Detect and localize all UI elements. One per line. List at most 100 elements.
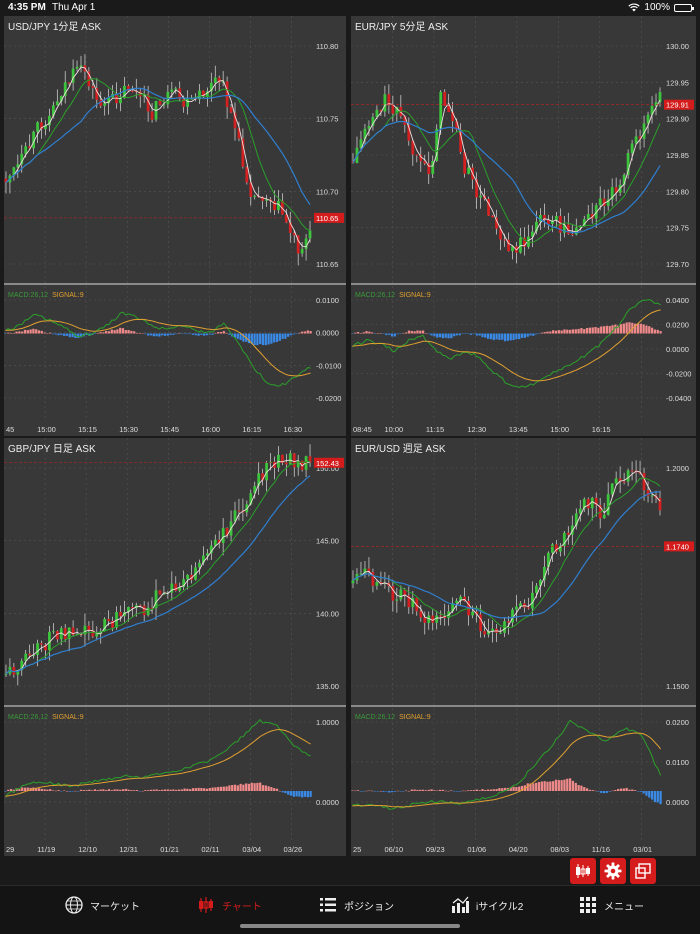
macd-histogram-bar bbox=[580, 785, 583, 791]
candle-body bbox=[292, 232, 296, 236]
signal-label: SIGNAL:9 bbox=[399, 714, 431, 721]
macd-histogram-bar bbox=[79, 333, 83, 338]
macd-histogram-bar bbox=[23, 787, 27, 791]
macd-histogram-bar bbox=[648, 791, 651, 798]
layout-button[interactable] bbox=[630, 858, 656, 884]
macd-histogram-bar bbox=[359, 791, 363, 792]
candle-body bbox=[36, 122, 39, 132]
candle-body bbox=[499, 228, 502, 240]
macd-histogram-bar bbox=[133, 790, 136, 791]
macd-histogram-bar bbox=[228, 785, 231, 791]
macd-histogram-bar bbox=[261, 785, 265, 791]
candle-body bbox=[578, 508, 582, 514]
chart-title[interactable]: GBP/JPY 日足 ASK bbox=[8, 444, 96, 455]
macd-histogram-bar bbox=[186, 333, 189, 335]
macd-histogram-bar bbox=[239, 333, 242, 340]
tab-menu[interactable]: メニュー bbox=[578, 894, 644, 916]
x-tick-label: 15:00 bbox=[37, 425, 56, 434]
candle-body bbox=[658, 92, 662, 103]
candle-body bbox=[391, 105, 395, 114]
chart-panel-gbpjpy[interactable]: 150.00 145.00 140.00 135.00 152.43 1.0000 0.00… bbox=[4, 438, 346, 856]
macd-histogram-bar bbox=[407, 330, 411, 334]
x-tick-label: 03/01 bbox=[633, 845, 652, 854]
current-price-badge bbox=[664, 541, 694, 552]
signal-label: SIGNAL:9 bbox=[52, 292, 84, 299]
macd-histogram-bar bbox=[410, 330, 413, 334]
macd-histogram-bar bbox=[292, 333, 295, 335]
tab-chart[interactable]: チャート bbox=[196, 894, 262, 916]
macd-histogram-bar bbox=[650, 327, 654, 334]
macd-histogram-bar bbox=[605, 325, 608, 334]
chart-type-button[interactable] bbox=[570, 858, 596, 884]
settings-button[interactable] bbox=[600, 858, 626, 884]
macd-histogram-bar bbox=[144, 790, 147, 791]
macd-histogram-bar bbox=[231, 785, 234, 791]
macd-histogram-bar bbox=[368, 790, 371, 792]
macd-tick-label: 0.0000 bbox=[666, 798, 689, 807]
signal-line bbox=[5, 729, 311, 797]
macd-histogram-bar bbox=[250, 782, 253, 791]
macd-histogram-bar bbox=[219, 332, 223, 334]
macd-histogram-bar bbox=[287, 791, 290, 795]
macd-histogram-bar bbox=[512, 333, 515, 341]
macd-histogram-bar bbox=[509, 787, 512, 791]
x-tick-label: 10:00 bbox=[384, 425, 403, 434]
macd-histogram-bar bbox=[93, 789, 97, 791]
current-price-label: 152.43 bbox=[316, 459, 339, 468]
macd-histogram-bar bbox=[597, 791, 600, 792]
macd-histogram-bar bbox=[233, 784, 237, 791]
candle-body bbox=[606, 199, 610, 206]
macd-histogram-bar bbox=[298, 791, 301, 797]
candle-body bbox=[261, 196, 265, 201]
tab-icycle2[interactable]: iサイクル2 bbox=[450, 894, 523, 916]
macd-histogram-bar bbox=[379, 333, 382, 334]
macd-histogram-bar bbox=[74, 790, 77, 792]
macd-histogram-bar bbox=[116, 329, 119, 334]
candle-body bbox=[471, 611, 475, 616]
candle-body bbox=[535, 221, 538, 232]
candle-body bbox=[127, 85, 130, 91]
home-indicator bbox=[240, 924, 460, 928]
macd-histogram-bar bbox=[169, 333, 172, 335]
candle-body bbox=[594, 497, 598, 506]
macd-histogram-bar bbox=[568, 778, 572, 791]
macd-histogram-bar bbox=[455, 791, 459, 792]
candle-body bbox=[4, 673, 8, 675]
candle-body bbox=[300, 249, 304, 254]
moving-average-line bbox=[352, 470, 661, 633]
chart-title[interactable]: EUR/USD 週足 ASK bbox=[355, 444, 446, 455]
macd-histogram-bar bbox=[475, 789, 478, 791]
macd-histogram-bar bbox=[594, 326, 597, 334]
macd-histogram-bar bbox=[549, 781, 552, 791]
macd-histogram-bar bbox=[107, 789, 111, 791]
candle-body bbox=[363, 128, 367, 140]
chart-panel-eurjpy[interactable]: 130.00 129.95 129.90 129.85 129.80 129.75 129.… bbox=[351, 16, 696, 436]
x-tick-label: 12/31 bbox=[119, 845, 138, 854]
chart-title[interactable]: EUR/JPY 5分足 ASK bbox=[355, 22, 449, 33]
candle-body bbox=[475, 611, 478, 615]
macd-histogram-bar bbox=[194, 333, 197, 336]
candle-body bbox=[123, 85, 126, 99]
macd-histogram-bar bbox=[250, 333, 253, 345]
chart-title[interactable]: USD/JPY 1分足 ASK bbox=[8, 22, 102, 33]
candle-body bbox=[626, 153, 630, 175]
macd-histogram-bar bbox=[110, 329, 113, 334]
macd-histogram-bar bbox=[492, 789, 495, 791]
candle-body bbox=[123, 612, 126, 617]
macd-histogram-bar bbox=[77, 333, 80, 339]
macd-histogram-bar bbox=[242, 333, 245, 342]
tab-market[interactable]: マーケット bbox=[64, 894, 140, 916]
tab-position[interactable]: ポジション bbox=[318, 894, 394, 916]
candle-body bbox=[213, 77, 217, 83]
candle-body bbox=[142, 94, 146, 97]
chart-panel-eurusd[interactable]: 1.2000 1.1500 1.1740 0.0200 0.0100 0.0000 25 06… bbox=[351, 438, 696, 856]
chart-panel-usdjpy[interactable]: 110.80 110.75 110.70 110.65 110.65 0.0100 0.00… bbox=[4, 16, 346, 436]
candle-body bbox=[602, 198, 606, 206]
macd-histogram-bar bbox=[438, 333, 442, 338]
candle-body bbox=[383, 94, 387, 112]
candle-body bbox=[87, 625, 91, 631]
macd-histogram-bar bbox=[359, 333, 363, 334]
macd-histogram-bar bbox=[549, 331, 552, 334]
macd-histogram-bar bbox=[32, 328, 35, 334]
macd-histogram-bar bbox=[253, 783, 256, 791]
